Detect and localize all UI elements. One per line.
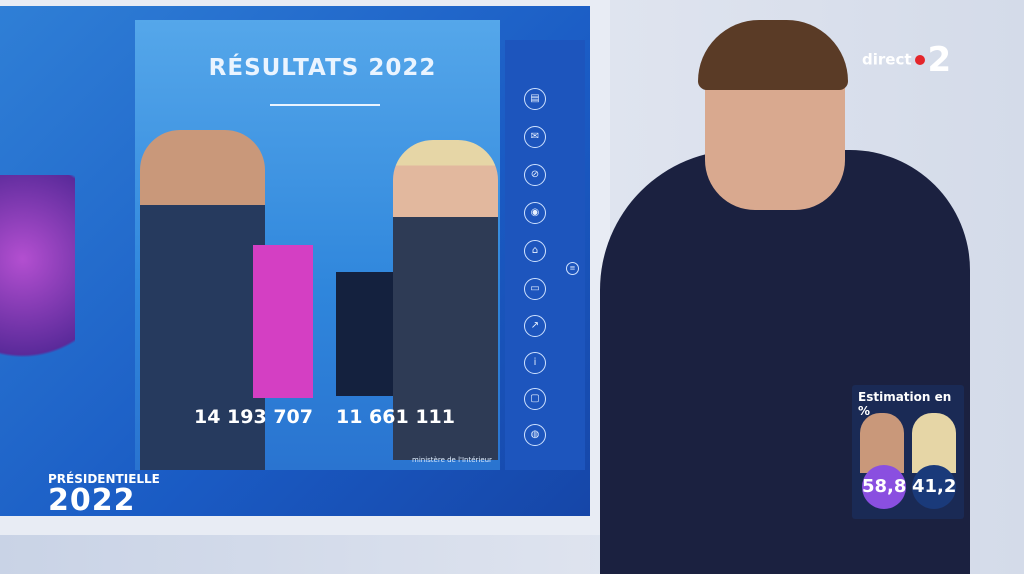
estimate-photo-1 — [860, 413, 904, 473]
estimate-value-2: 41,2 — [912, 465, 956, 509]
votes-count-2: 11 661 111 — [336, 406, 455, 428]
votes-count-1: 14 193 707 — [194, 406, 313, 428]
france-map — [0, 175, 75, 385]
logo-number: 2 — [927, 40, 952, 80]
info-icon[interactable]: i — [524, 352, 546, 374]
election-branding: PRÉSIDENTIELLE 2022 — [48, 472, 160, 516]
logo-text: direct — [862, 50, 912, 69]
result-bar-2 — [336, 272, 393, 396]
presenter-hair — [698, 20, 848, 90]
folder-icon[interactable]: ▢ — [524, 388, 546, 410]
candidate-photo-1 — [140, 130, 265, 470]
live-dot-icon — [914, 54, 925, 65]
broadcast-icon[interactable]: ◉ — [524, 202, 546, 224]
estimate-value-1: 58,8 — [862, 465, 906, 509]
results-title: RÉSULTATS 2022 — [208, 55, 437, 81]
estimate-photo-2 — [912, 413, 956, 473]
estimate-box: Estimation en % 58,8 41,2 — [852, 385, 964, 519]
branding-line-2: 2022 — [48, 483, 136, 518]
globe-icon[interactable]: ◍ — [524, 424, 546, 446]
branding-line-1: PRÉSIDENTIELLE — [48, 472, 160, 486]
menu-icon[interactable]: ≡ — [566, 262, 579, 275]
result-bar-1 — [253, 245, 313, 398]
title-divider — [270, 104, 380, 106]
no-vote-icon[interactable]: ⊘ — [524, 164, 546, 186]
results-icon[interactable]: ▤ — [524, 88, 546, 110]
source-label: ministère de l'Intérieur — [412, 456, 492, 464]
candidate-photo-2 — [393, 140, 498, 460]
trend-icon[interactable]: ↗ — [524, 315, 546, 337]
mail-icon[interactable]: ✉ — [524, 126, 546, 148]
building-icon[interactable]: ⌂ — [524, 240, 546, 262]
estimate-title: Estimation en % — [858, 390, 952, 418]
channel-logo: direct 2 — [862, 40, 951, 80]
podium-icon[interactable]: ▭ — [524, 278, 546, 300]
